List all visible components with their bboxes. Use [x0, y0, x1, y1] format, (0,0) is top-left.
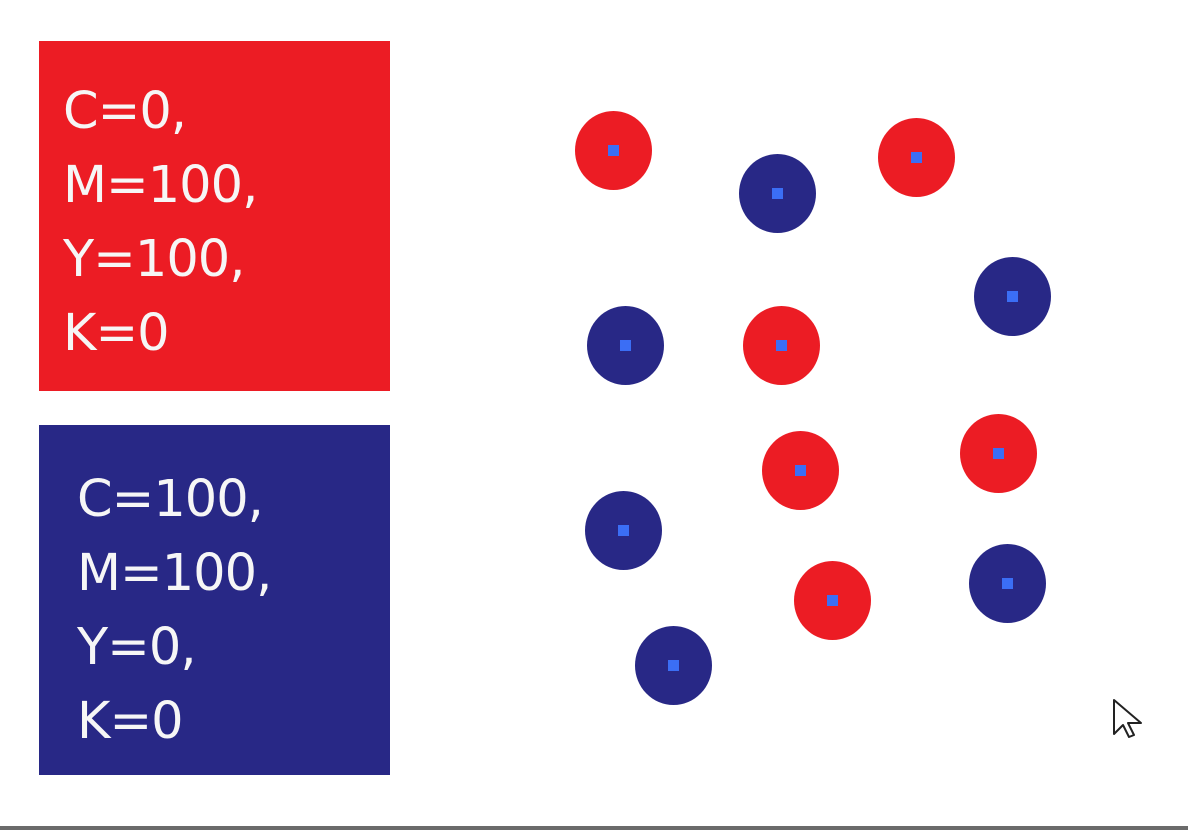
swatch-black-value: K=0	[63, 304, 170, 363]
blue-dot[interactable]	[739, 154, 816, 233]
anchor-point	[775, 339, 787, 351]
red-dot[interactable]	[960, 414, 1037, 493]
anchor-point	[794, 464, 806, 476]
arrow-cursor-icon	[1113, 699, 1142, 738]
blue-swatch[interactable]: C=100, M=100, Y=0, K=0	[39, 425, 390, 775]
anchor-point	[992, 447, 1004, 459]
blue-dot[interactable]	[974, 257, 1051, 336]
anchor-point	[607, 144, 619, 156]
swatch-black-value: K=0	[77, 692, 184, 751]
blue-dot[interactable]	[587, 306, 664, 385]
swatch-magenta-value: M=100,	[63, 156, 258, 215]
swatch-yellow-value: Y=0,	[77, 618, 197, 677]
red-dot[interactable]	[794, 561, 871, 640]
red-dot[interactable]	[762, 431, 839, 510]
blue-dot[interactable]	[585, 491, 662, 570]
anchor-point	[771, 187, 783, 199]
anchor-point	[667, 659, 679, 671]
swatch-yellow-value: Y=100,	[63, 230, 245, 289]
swatch-magenta-value: M=100,	[77, 544, 272, 603]
red-dot[interactable]	[575, 111, 652, 190]
anchor-point	[826, 594, 838, 606]
anchor-point	[1006, 290, 1018, 302]
blue-dot[interactable]	[969, 544, 1046, 623]
anchor-point	[617, 524, 629, 536]
red-dot[interactable]	[878, 118, 955, 197]
anchor-point	[1001, 577, 1013, 589]
bottom-border	[0, 826, 1188, 830]
swatch-cyan-value: C=0,	[63, 82, 187, 141]
anchor-point	[619, 339, 631, 351]
anchor-point	[910, 151, 922, 163]
swatch-cyan-value: C=100,	[77, 470, 264, 529]
red-dot[interactable]	[743, 306, 820, 385]
blue-dot[interactable]	[635, 626, 712, 705]
red-swatch[interactable]: C=0, M=100, Y=100, K=0	[39, 41, 390, 391]
